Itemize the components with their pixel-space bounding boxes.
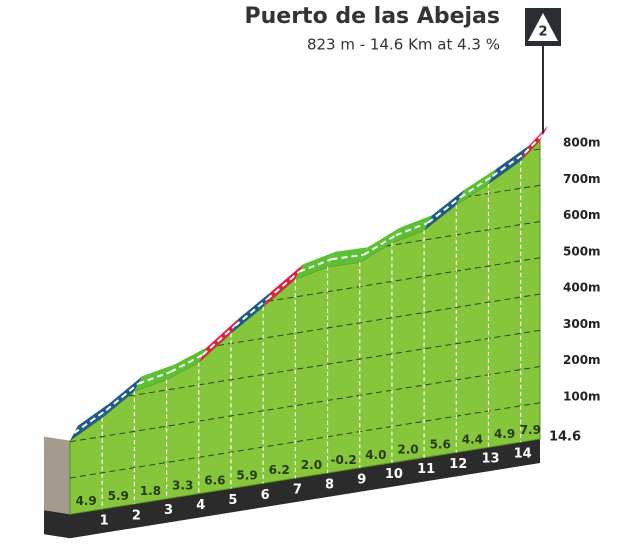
gradient-label: 3.3	[172, 479, 193, 493]
x-tick-label: 5	[228, 493, 237, 508]
y-tick-label: 400m	[563, 281, 601, 295]
km-strip	[44, 439, 540, 539]
band-centerline	[105, 382, 140, 411]
band-centerline	[427, 196, 461, 224]
x-tick-label: 6	[261, 488, 270, 503]
x-tick-label: 2	[132, 508, 141, 523]
gradient-band	[456, 168, 497, 205]
gradient-label: 6.2	[269, 463, 290, 477]
gradient-band	[327, 247, 368, 267]
gradient-label: -0.2	[331, 453, 357, 467]
gradient-label: 4.9	[75, 494, 96, 508]
gradient-band	[134, 364, 175, 392]
x-tick-label: 14.6	[549, 430, 581, 445]
gradient-label: 7.9	[520, 423, 541, 437]
gradient-band	[295, 251, 336, 280]
x-tick-label: 11	[417, 462, 435, 477]
x-tick-label: 7	[293, 483, 302, 498]
x-tick-label: 13	[481, 452, 499, 467]
y-tick-label: 700m	[563, 172, 601, 186]
side-face	[44, 436, 70, 515]
x-tick-label: 3	[164, 503, 173, 518]
gradient-label: 4.9	[494, 427, 515, 441]
gradient-label: 2.0	[301, 458, 322, 472]
category-label: 2	[538, 25, 547, 40]
gradient-band	[391, 215, 433, 243]
y-tick-label: 300m	[563, 317, 601, 331]
gradient-label: 5.6	[430, 437, 451, 451]
band-centerline	[363, 234, 397, 256]
x-tick-label: 14	[514, 447, 532, 462]
badge-triangle	[528, 13, 558, 41]
gradient-band	[359, 227, 400, 263]
gradient-label: 2.0	[397, 443, 418, 457]
gradient-label: 1.8	[140, 484, 161, 498]
gradient-band	[166, 347, 207, 380]
band-centerline	[298, 258, 332, 273]
chart-subtitle: 823 m - 14.6 Km at 4.3 %	[307, 36, 500, 54]
gradient-band	[70, 402, 111, 441]
x-tick-label: 12	[449, 457, 467, 472]
gradient-label: 6.6	[204, 474, 225, 488]
band-centerline	[138, 371, 171, 385]
y-tick-label: 200m	[563, 353, 601, 367]
x-tick-label: 9	[357, 472, 366, 487]
band-centerline	[266, 270, 300, 301]
band-centerline	[491, 152, 526, 178]
y-tick-label: 500m	[563, 244, 601, 258]
band-centerline	[73, 409, 107, 434]
x-tick-label: 10	[385, 467, 403, 482]
gradient-label: 5.9	[108, 489, 129, 503]
band-centerline	[523, 132, 545, 154]
category-badge: 2	[525, 8, 561, 46]
band-centerline	[234, 298, 268, 327]
band-centerline	[331, 253, 364, 261]
band-centerline	[459, 175, 494, 199]
band-centerline	[170, 353, 204, 373]
y-tick-label: 600m	[563, 208, 601, 222]
x-tick-label: 4	[196, 498, 205, 513]
gradient-label: 4.0	[365, 448, 386, 462]
y-tick-label: 800m	[563, 136, 601, 150]
gradient-label: 4.4	[462, 432, 483, 446]
x-tick-label: 1	[100, 514, 109, 529]
x-tick-label: 8	[325, 477, 334, 492]
band-centerline	[395, 221, 429, 237]
chart-title: Puerto de las Abejas	[245, 4, 501, 29]
y-tick-label: 100m	[563, 389, 601, 403]
gradient-band	[488, 145, 529, 184]
band-centerline	[202, 325, 236, 356]
gradient-label: 5.9	[236, 468, 257, 482]
